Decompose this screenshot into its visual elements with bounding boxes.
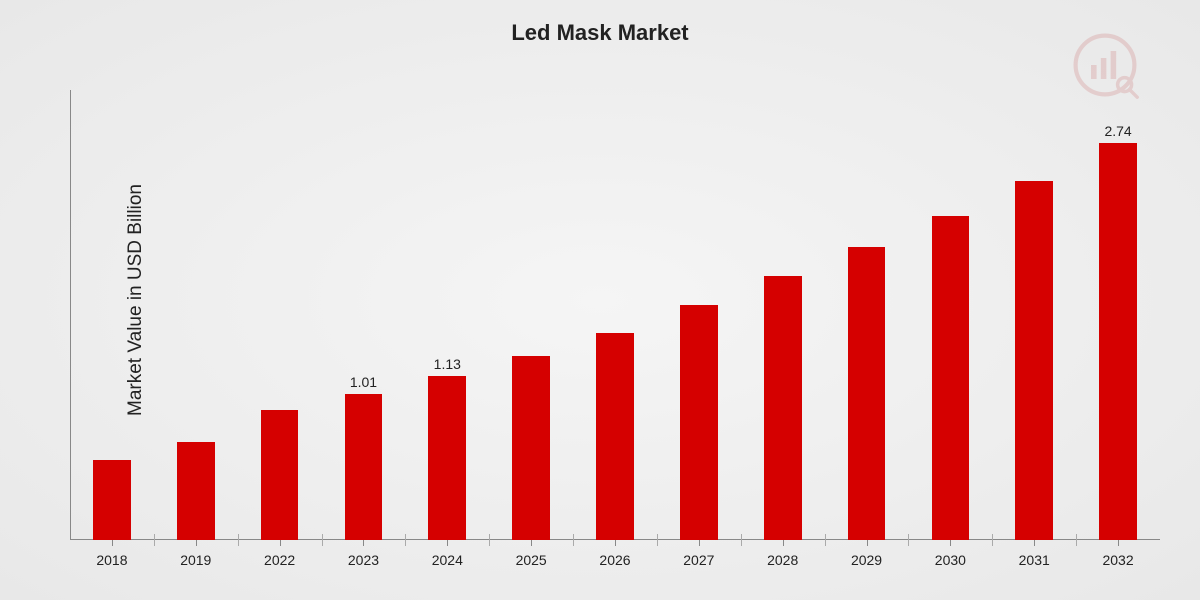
x-tick (531, 540, 532, 546)
chart-title: Led Mask Market (0, 20, 1200, 46)
x-separator (1076, 534, 1077, 546)
bar (764, 276, 802, 540)
bar (932, 216, 970, 540)
x-tick-label: 2032 (1076, 552, 1160, 568)
x-separator (657, 534, 658, 546)
bar (177, 442, 215, 540)
bar (512, 356, 550, 540)
bar: 1.01 (345, 394, 383, 540)
x-tick-label: 2022 (238, 552, 322, 568)
x-tick-label: 2018 (70, 552, 154, 568)
x-separator (573, 534, 574, 546)
x-tick-label: 2024 (405, 552, 489, 568)
x-tick-label: 2026 (573, 552, 657, 568)
x-tick (950, 540, 951, 546)
x-separator (405, 534, 406, 546)
x-tick (1118, 540, 1119, 546)
x-tick-label: 2031 (992, 552, 1076, 568)
x-tick-label: 2019 (154, 552, 238, 568)
x-tick (699, 540, 700, 546)
bar: 1.13 (428, 376, 466, 540)
x-separator (825, 534, 826, 546)
bar (1015, 181, 1053, 540)
x-tick (447, 540, 448, 546)
watermark-logo (1070, 30, 1140, 100)
x-tick-label: 2023 (322, 552, 406, 568)
y-axis-line (70, 90, 71, 540)
x-tick-label: 2030 (908, 552, 992, 568)
x-separator (992, 534, 993, 546)
x-tick (363, 540, 364, 546)
bar: 2.74 (1099, 143, 1137, 540)
x-separator (908, 534, 909, 546)
x-separator (238, 534, 239, 546)
x-tick-label: 2028 (741, 552, 825, 568)
x-separator (154, 534, 155, 546)
x-tick (196, 540, 197, 546)
bar-value-label: 1.13 (428, 356, 466, 372)
x-tick (615, 540, 616, 546)
x-tick (783, 540, 784, 546)
x-separator (322, 534, 323, 546)
bar (93, 460, 131, 540)
bar (680, 305, 718, 540)
bar-value-label: 1.01 (345, 374, 383, 390)
x-tick (867, 540, 868, 546)
x-tick (280, 540, 281, 546)
x-tick-label: 2027 (657, 552, 741, 568)
bar (596, 333, 634, 540)
x-tick-label: 2029 (825, 552, 909, 568)
bar (261, 410, 299, 540)
chart-container: Led Mask Market Market Value in USD Bill… (0, 0, 1200, 600)
x-separator (741, 534, 742, 546)
x-tick (1034, 540, 1035, 546)
x-tick (112, 540, 113, 546)
bar-value-label: 2.74 (1099, 123, 1137, 139)
plot-area: 2018201920221.0120231.132024202520262027… (70, 100, 1160, 540)
x-tick-label: 2025 (489, 552, 573, 568)
x-separator (489, 534, 490, 546)
bar (848, 247, 886, 540)
